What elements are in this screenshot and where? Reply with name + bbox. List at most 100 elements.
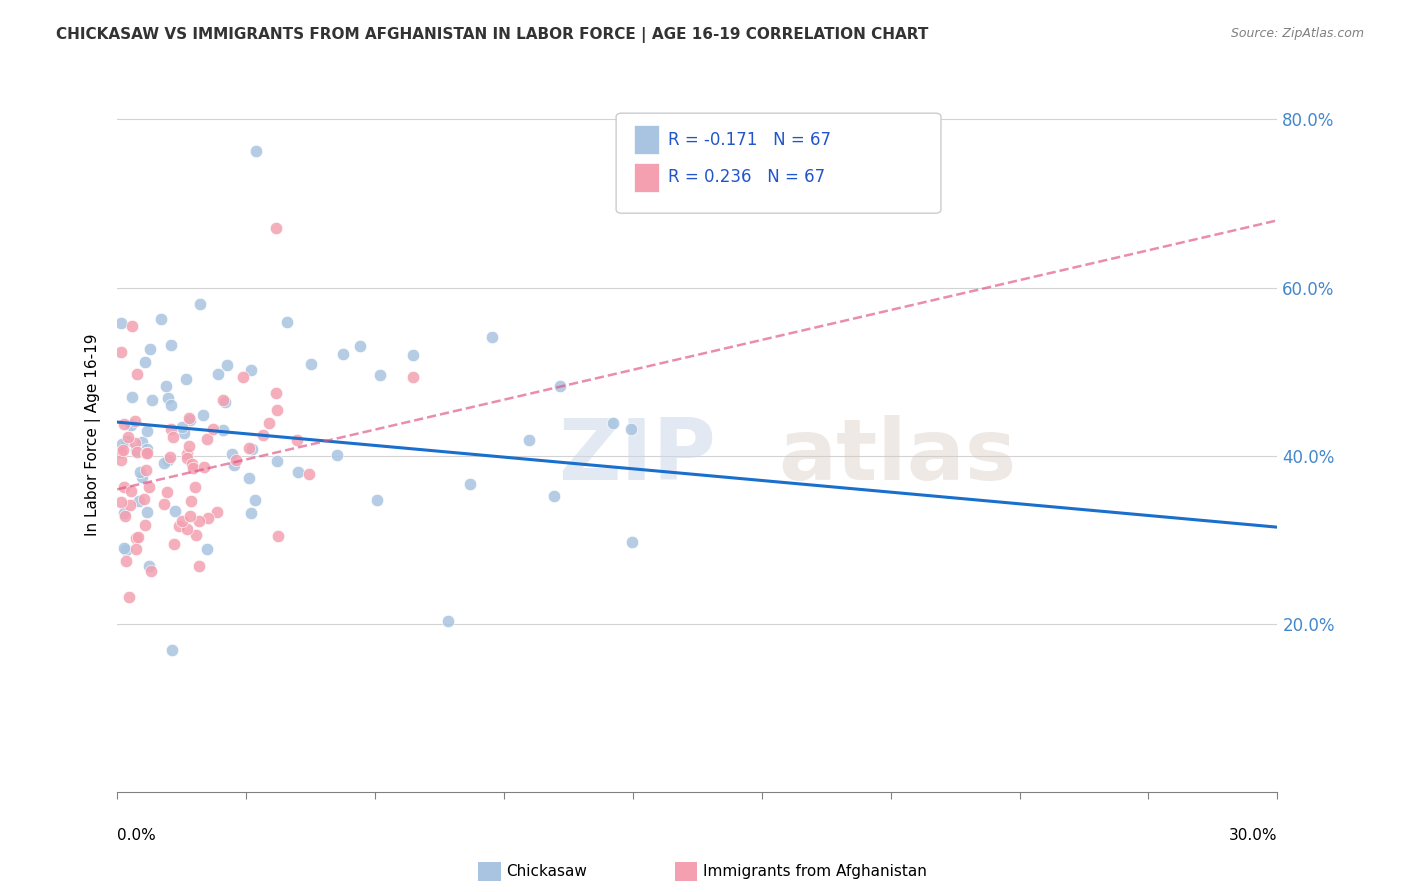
Point	[138, 558, 160, 573]
Point	[368, 368, 391, 382]
Point	[138, 480, 160, 494]
Point	[136, 442, 159, 456]
Point	[267, 528, 290, 542]
Point	[240, 506, 263, 520]
Point	[134, 355, 156, 369]
Point	[619, 422, 641, 436]
Bar	[634, 163, 659, 192]
Point	[222, 458, 245, 473]
Point	[128, 466, 150, 480]
Point	[197, 510, 219, 524]
Point	[162, 430, 184, 444]
Point	[238, 471, 260, 485]
Text: R = 0.236   N = 67: R = 0.236 N = 67	[668, 169, 825, 186]
Point	[110, 444, 132, 458]
Point	[169, 519, 191, 533]
Point	[245, 144, 267, 158]
Point	[135, 505, 157, 519]
Point	[181, 461, 204, 475]
Point	[131, 434, 153, 449]
Bar	[634, 125, 659, 154]
Point	[141, 393, 163, 408]
Point	[207, 368, 229, 382]
Point	[298, 467, 321, 481]
Point	[299, 357, 322, 371]
Point	[110, 345, 132, 359]
Point	[238, 441, 260, 455]
Point	[287, 466, 309, 480]
Point	[266, 453, 288, 467]
Point	[212, 423, 235, 437]
Point	[181, 457, 204, 471]
Point	[179, 413, 201, 427]
Point	[110, 453, 132, 467]
Point	[188, 559, 211, 574]
Point	[190, 296, 212, 310]
Point	[257, 416, 280, 430]
Point	[240, 363, 263, 377]
Point	[121, 319, 143, 334]
Point	[285, 433, 308, 447]
Point	[125, 442, 148, 457]
Point	[543, 489, 565, 503]
Point	[349, 339, 371, 353]
Point	[134, 518, 156, 533]
Point	[139, 342, 162, 356]
Point	[252, 428, 274, 442]
Point	[437, 614, 460, 628]
Point	[124, 436, 146, 450]
Point	[172, 420, 194, 434]
Point	[110, 316, 132, 330]
Point	[177, 410, 200, 425]
Point	[174, 372, 197, 386]
Point	[176, 522, 198, 536]
Point	[240, 442, 263, 456]
Point	[112, 417, 135, 431]
Point	[184, 528, 207, 542]
Point	[519, 433, 541, 447]
Text: CHICKASAW VS IMMIGRANTS FROM AFGHANISTAN IN LABOR FORCE | AGE 16-19 CORRELATION : CHICKASAW VS IMMIGRANTS FROM AFGHANISTAN…	[56, 27, 928, 43]
Point	[125, 367, 148, 381]
Point	[112, 506, 135, 520]
Point	[264, 385, 287, 400]
Point	[114, 509, 136, 524]
Point	[124, 414, 146, 428]
Point	[176, 447, 198, 461]
Point	[159, 422, 181, 436]
Point	[127, 530, 149, 544]
Text: ZIP: ZIP	[558, 415, 716, 498]
Point	[173, 425, 195, 440]
Point	[402, 348, 425, 362]
Point	[332, 347, 354, 361]
Point	[548, 379, 571, 393]
Point	[112, 442, 135, 457]
Point	[195, 542, 218, 557]
Point	[135, 463, 157, 477]
Point	[156, 484, 179, 499]
Point	[150, 311, 173, 326]
Point	[215, 358, 238, 372]
Point	[159, 398, 181, 412]
Point	[118, 498, 141, 512]
Text: atlas: atlas	[779, 415, 1017, 498]
Text: Chickasaw: Chickasaw	[506, 864, 588, 879]
Point	[136, 424, 159, 438]
Point	[266, 403, 288, 417]
Point	[180, 494, 202, 508]
Point	[481, 329, 503, 343]
Point	[264, 221, 287, 235]
Point	[179, 439, 201, 453]
Point	[211, 392, 233, 407]
Point	[114, 554, 136, 568]
Point	[112, 480, 135, 494]
Point	[179, 509, 201, 524]
Point	[176, 450, 198, 465]
Point	[193, 459, 215, 474]
Point	[125, 531, 148, 545]
Point	[117, 430, 139, 444]
Point	[172, 514, 194, 528]
Point	[159, 450, 181, 464]
Point	[402, 369, 425, 384]
Point	[160, 643, 183, 657]
Point	[165, 503, 187, 517]
